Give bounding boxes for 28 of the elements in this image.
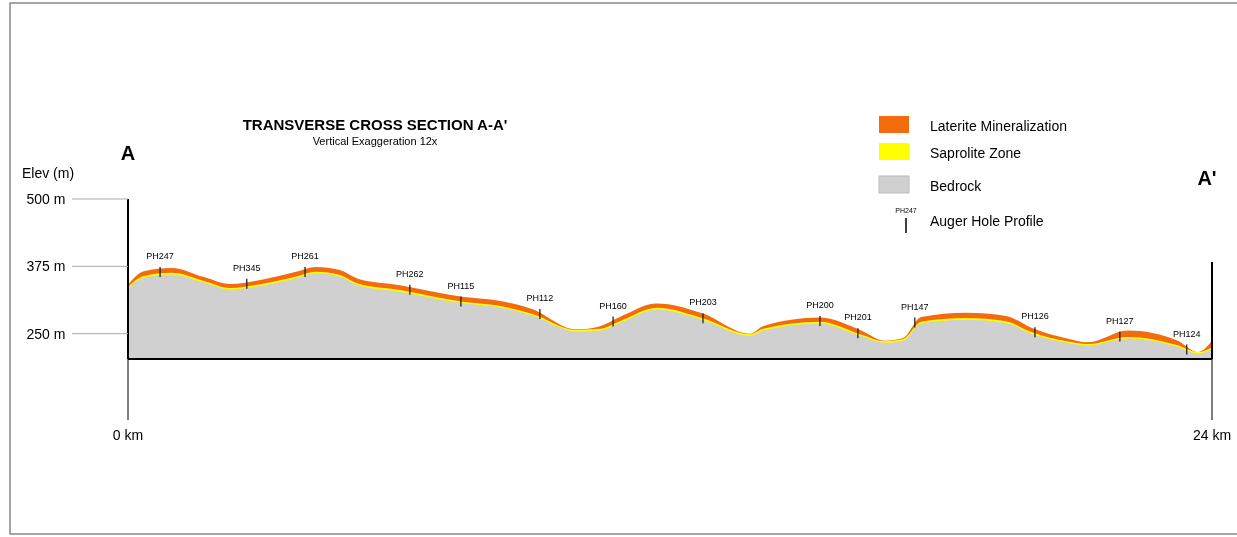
annotation: PH124 [1172, 328, 1201, 339]
annotation: PH126 [1021, 311, 1049, 322]
text: A' [1197, 167, 1217, 189]
annotation: PH127 [1106, 315, 1134, 326]
chart-title: TRANSVERSE CROSS SECTION A-A' [242, 116, 508, 133]
annotation: PH160 [599, 300, 627, 311]
annotation: PH200 [806, 299, 834, 310]
annotation: PH262 [396, 268, 424, 279]
annotation: PH203 [689, 297, 717, 308]
y-tick-label: 375 m [26, 258, 66, 275]
chart-subtitle: Vertical Exaggeration 12x [312, 135, 438, 147]
annotation: Auger Hole Profile [930, 213, 1044, 229]
legend-label: Saprolite Zone [930, 145, 1022, 161]
legend-label: Bedrock [930, 178, 983, 194]
annotation: PH147 [901, 301, 929, 312]
y-tick-label: 250 m [26, 325, 66, 342]
y-axis-title: Elev (m) [21, 165, 75, 181]
annotation: PH201 [844, 312, 872, 323]
x-tick-label: 0 km [112, 427, 144, 443]
legend-label: Laterite Mineralization [930, 118, 1067, 134]
text: A [120, 142, 136, 164]
annotation: PH261 [291, 250, 319, 261]
annotation: PH345 [233, 262, 261, 273]
y-tick-label: 500 m [26, 191, 66, 207]
annotation: PH115 [447, 280, 475, 291]
x-tick-label: 24 km [1192, 427, 1232, 443]
annotation: PH112 [526, 292, 554, 303]
annotation: PH247 [146, 250, 174, 261]
